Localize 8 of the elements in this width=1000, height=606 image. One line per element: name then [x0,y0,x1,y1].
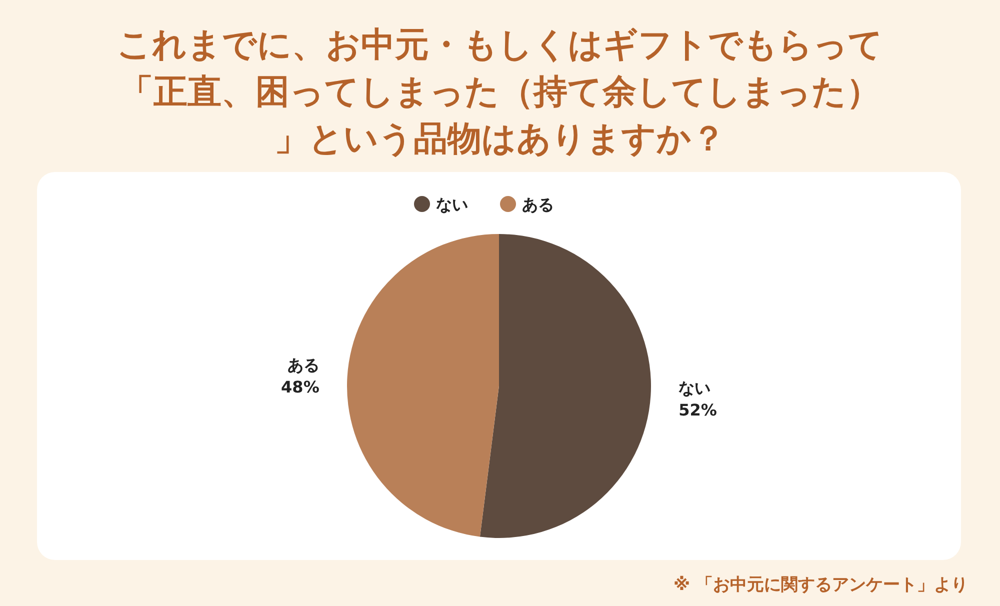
data-label: 48% [281,378,320,397]
title: これまでに、お中元・もしくはギフトでもらって「正直、困ってしまった（持て余してしまった）」という品物はありますか？ [117,25,883,159]
slice-label: ない [678,378,711,398]
text: ※ 「お中元に関するアンケート」より [674,575,968,595]
legend-label: ある [522,195,554,214]
legend-label: ない [436,195,468,214]
data-label: 52% [678,400,717,420]
slice-label: ある [287,356,320,375]
